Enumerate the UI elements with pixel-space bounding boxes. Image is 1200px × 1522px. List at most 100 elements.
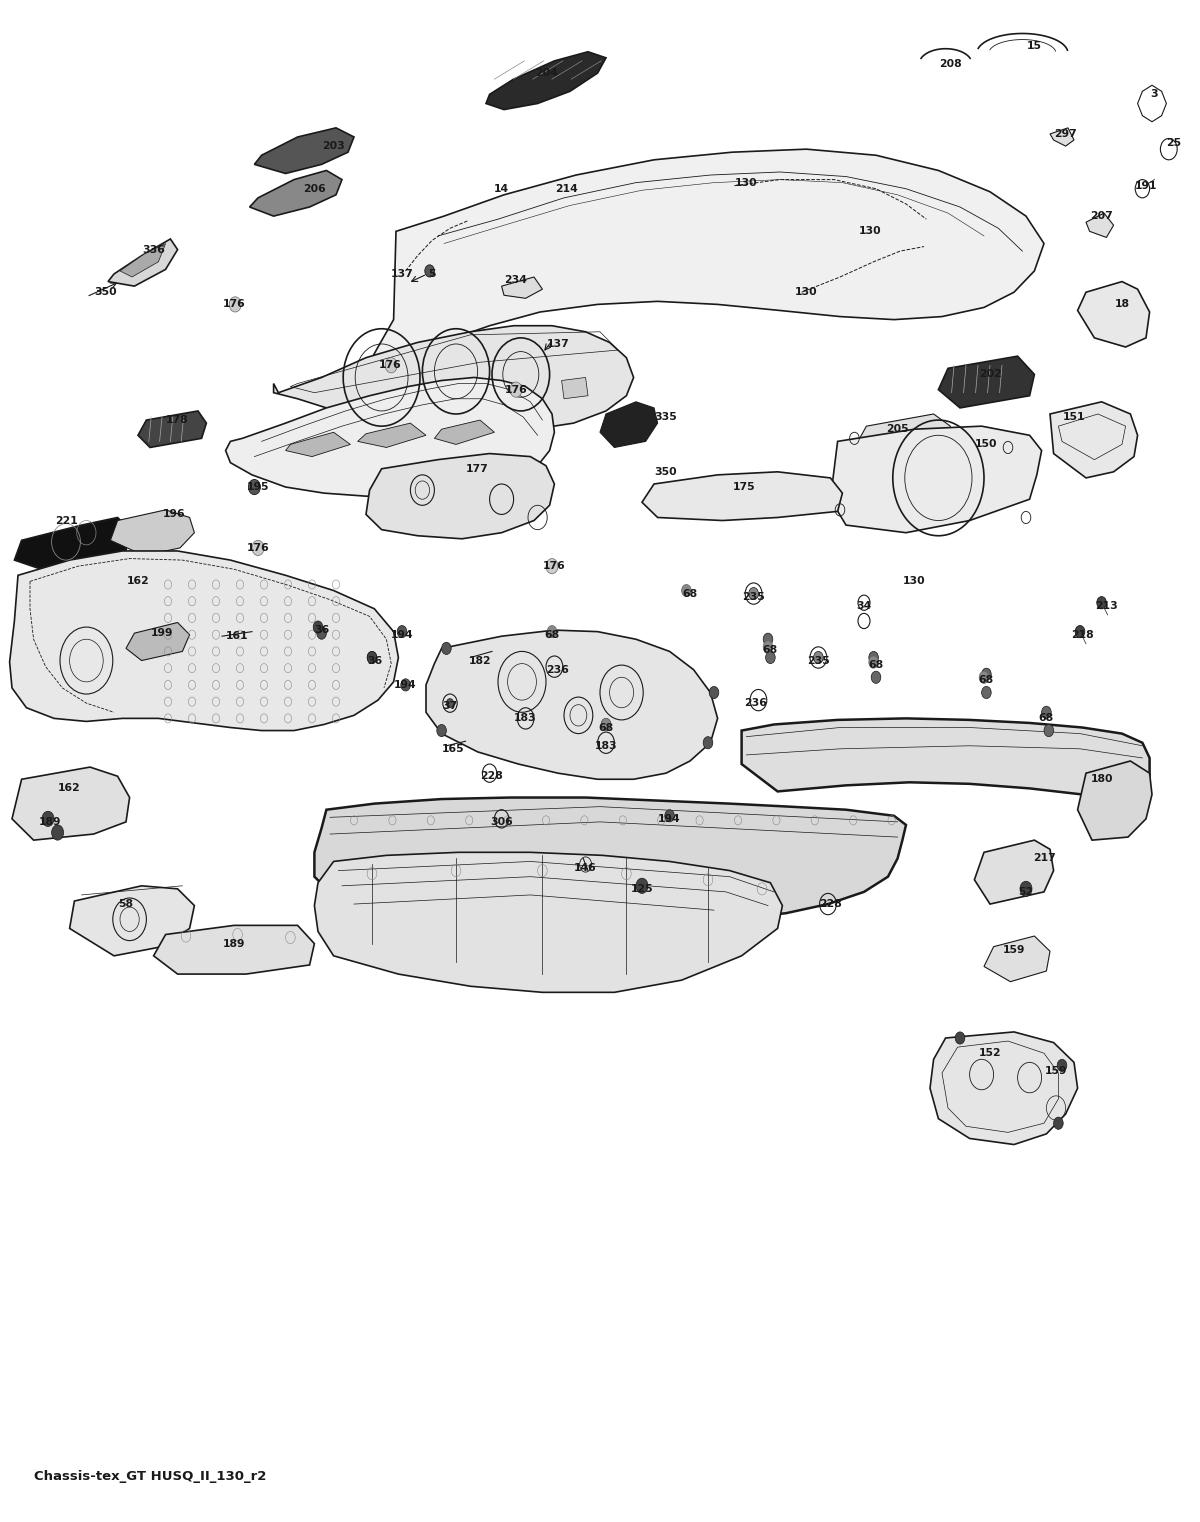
- Text: 36: 36: [314, 626, 329, 635]
- Polygon shape: [70, 886, 194, 956]
- Text: 176: 176: [223, 300, 245, 309]
- Circle shape: [1042, 706, 1051, 718]
- Text: 175: 175: [733, 482, 755, 492]
- Circle shape: [682, 584, 691, 597]
- Polygon shape: [426, 630, 718, 779]
- Circle shape: [442, 642, 451, 654]
- Text: 228: 228: [820, 900, 841, 909]
- Circle shape: [229, 297, 241, 312]
- Text: 194: 194: [391, 630, 413, 639]
- Text: 3: 3: [1151, 90, 1158, 99]
- Circle shape: [703, 737, 713, 749]
- Circle shape: [367, 651, 377, 664]
- Circle shape: [367, 651, 377, 664]
- Polygon shape: [974, 840, 1054, 904]
- Text: 68: 68: [869, 661, 883, 670]
- Circle shape: [763, 641, 773, 653]
- Polygon shape: [366, 454, 554, 539]
- Text: 15: 15: [1027, 41, 1042, 50]
- Text: Chassis-tex_GT HUSQ_II_130_r2: Chassis-tex_GT HUSQ_II_130_r2: [34, 1470, 266, 1482]
- Text: 130: 130: [796, 288, 817, 297]
- Text: 176: 176: [247, 543, 269, 552]
- Text: 159: 159: [1045, 1067, 1067, 1076]
- Text: 235: 235: [808, 656, 829, 665]
- Text: 189: 189: [40, 817, 61, 826]
- Circle shape: [425, 265, 434, 277]
- Circle shape: [1097, 597, 1106, 609]
- Polygon shape: [12, 767, 130, 840]
- Text: 165: 165: [443, 744, 464, 753]
- Text: 176: 176: [505, 385, 527, 394]
- Text: 203: 203: [323, 142, 344, 151]
- Text: 199: 199: [151, 629, 173, 638]
- Text: 5: 5: [428, 269, 436, 279]
- Text: 202: 202: [979, 370, 1001, 379]
- Text: 204: 204: [535, 68, 557, 78]
- Text: 221: 221: [55, 516, 77, 525]
- Polygon shape: [314, 798, 906, 922]
- Circle shape: [982, 686, 991, 699]
- Text: 195: 195: [247, 482, 269, 492]
- Text: 159: 159: [1003, 945, 1025, 954]
- Polygon shape: [1050, 402, 1138, 478]
- Circle shape: [446, 699, 454, 708]
- Text: 162: 162: [59, 784, 80, 793]
- Text: 196: 196: [163, 510, 185, 519]
- Circle shape: [955, 1032, 965, 1044]
- Text: 182: 182: [469, 656, 491, 665]
- Polygon shape: [14, 517, 130, 571]
- Circle shape: [871, 671, 881, 683]
- Text: 176: 176: [379, 361, 401, 370]
- Text: 350: 350: [95, 288, 116, 297]
- Polygon shape: [1050, 128, 1074, 146]
- Circle shape: [1044, 724, 1054, 737]
- Text: 214: 214: [556, 184, 577, 193]
- Text: 350: 350: [655, 467, 677, 476]
- Circle shape: [814, 651, 823, 664]
- Circle shape: [869, 651, 878, 664]
- Text: 189: 189: [223, 939, 245, 948]
- Text: 217: 217: [1033, 854, 1055, 863]
- Text: 183: 183: [595, 741, 617, 750]
- Text: 176: 176: [544, 562, 565, 571]
- Text: 180: 180: [1091, 775, 1112, 784]
- Polygon shape: [314, 852, 782, 992]
- Polygon shape: [154, 925, 314, 974]
- Polygon shape: [250, 170, 342, 216]
- Circle shape: [42, 811, 54, 826]
- Text: 152: 152: [979, 1049, 1001, 1058]
- Polygon shape: [930, 1032, 1078, 1145]
- Circle shape: [709, 686, 719, 699]
- Polygon shape: [120, 244, 166, 277]
- Circle shape: [636, 878, 648, 893]
- Text: 236: 236: [546, 665, 570, 674]
- Text: 130: 130: [736, 178, 757, 187]
- Text: 228: 228: [481, 772, 503, 781]
- Circle shape: [52, 825, 64, 840]
- Text: 137: 137: [391, 269, 413, 279]
- Text: 336: 336: [142, 245, 166, 254]
- Text: 130: 130: [904, 577, 925, 586]
- Circle shape: [248, 479, 260, 495]
- Circle shape: [1054, 1117, 1063, 1129]
- Polygon shape: [1078, 282, 1150, 347]
- Text: 178: 178: [167, 416, 188, 425]
- Polygon shape: [434, 420, 494, 444]
- Text: 146: 146: [575, 863, 596, 872]
- Circle shape: [401, 679, 410, 691]
- Text: 150: 150: [976, 440, 997, 449]
- Polygon shape: [126, 622, 190, 661]
- Text: 68: 68: [599, 723, 613, 732]
- Text: 161: 161: [227, 632, 248, 641]
- Circle shape: [252, 540, 264, 556]
- Circle shape: [510, 382, 522, 397]
- Polygon shape: [108, 239, 178, 286]
- Polygon shape: [742, 718, 1150, 798]
- Text: 297: 297: [1055, 129, 1076, 139]
- Text: 125: 125: [631, 884, 653, 893]
- Text: 68: 68: [763, 645, 778, 654]
- Text: 191: 191: [1135, 181, 1157, 190]
- Circle shape: [1075, 626, 1085, 638]
- Text: 130: 130: [859, 227, 881, 236]
- Text: 52: 52: [1019, 887, 1033, 896]
